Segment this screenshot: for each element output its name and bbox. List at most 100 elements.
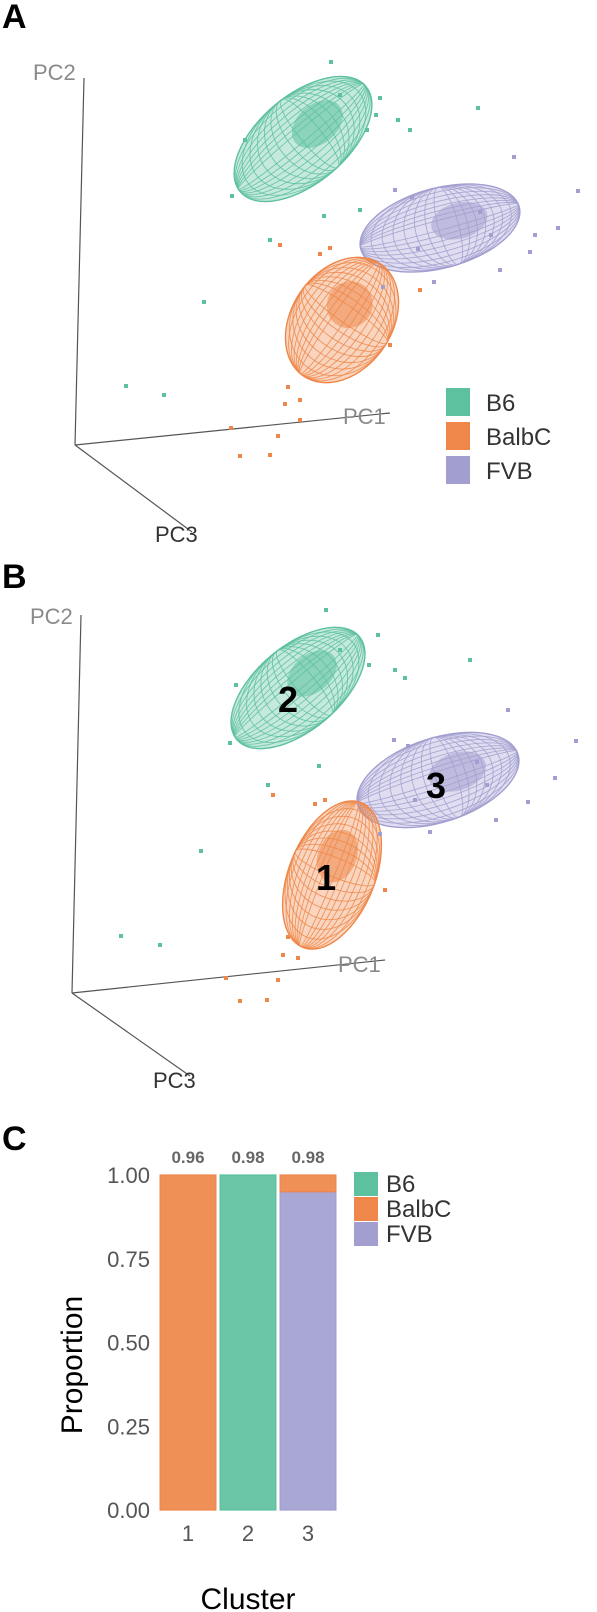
data-point — [506, 708, 510, 712]
data-point — [324, 608, 328, 612]
data-point — [498, 268, 502, 272]
pc3-axis-label: PC3 — [153, 1068, 196, 1093]
data-point — [124, 384, 128, 388]
data-point — [286, 385, 290, 389]
pc1-axis-label: PC1 — [338, 952, 381, 977]
data-point — [329, 60, 333, 64]
pc3-axis-line — [71, 992, 191, 1077]
data-point — [313, 802, 317, 806]
data-point — [318, 252, 322, 256]
data-point — [338, 93, 342, 97]
legend-label-balbc: BalbC — [386, 1196, 451, 1223]
data-point — [416, 247, 420, 251]
data-point — [478, 210, 482, 214]
legend-label-balbc: BalbC — [486, 424, 551, 451]
data-point — [512, 155, 516, 159]
data-point — [413, 798, 417, 802]
data-point — [229, 426, 233, 430]
bar-segment-b6-cluster-2 — [219, 1174, 277, 1511]
pc2-axis-label: PC2 — [33, 60, 76, 85]
data-point — [266, 783, 270, 787]
data-point — [556, 226, 560, 230]
data-point — [224, 976, 228, 980]
data-point — [202, 300, 206, 304]
data-point — [322, 214, 326, 218]
data-point — [381, 285, 385, 289]
panel-label-b: B — [2, 558, 27, 596]
points-balbc — [224, 793, 387, 1003]
data-point — [323, 798, 327, 802]
x-tick-label-2: 2 — [242, 1521, 254, 1546]
pc2-axis-label: PC2 — [30, 604, 73, 629]
pc2-axis-line — [74, 77, 85, 446]
legend-c: B6 BalbC FVB — [354, 1171, 451, 1248]
pc3-axis-line — [74, 444, 193, 533]
cluster-proportion-chart: 0.96 1 0.98 2 0.98 3 0.00 0.25 0.50 0.75 1.00 Pro… — [56, 1148, 451, 1612]
data-point — [298, 418, 302, 422]
data-point — [228, 741, 232, 745]
ellipsoid-fvb — [359, 183, 521, 273]
data-point — [268, 453, 272, 457]
points-fvb — [381, 155, 580, 289]
bar-value-label-2: 0.98 — [231, 1148, 264, 1167]
bar-segment-balbc-cluster-3 — [279, 1174, 337, 1193]
legend-swatch-fvb — [446, 456, 470, 484]
data-point — [393, 188, 397, 192]
data-point — [238, 999, 242, 1003]
legend-label-fvb: FVB — [486, 458, 533, 485]
x-tick-label-1: 1 — [182, 1521, 194, 1546]
data-point — [365, 128, 369, 132]
data-point — [576, 189, 580, 193]
data-point — [393, 668, 397, 672]
data-point — [298, 398, 302, 402]
pca-axes-b — [71, 614, 386, 1077]
cluster-number-3: 3 — [426, 765, 446, 806]
y-tick-label: 0.75 — [107, 1247, 150, 1272]
data-point — [276, 978, 280, 982]
x-axis-title: Cluster — [200, 1583, 295, 1612]
data-point — [403, 676, 407, 680]
data-point — [296, 956, 300, 960]
bar-value-label-1: 0.96 — [171, 1148, 204, 1167]
bar-segment-balbc-cluster-1 — [159, 1174, 217, 1511]
pca-plot-a: PC2 PC1 PC3 B6 BalbC FVB — [33, 60, 580, 547]
pca-plot-b: PC2 PC1 PC3 1 2 3 — [30, 604, 578, 1093]
y-axis-title: Proportion — [56, 1296, 89, 1434]
pc2-axis-line — [71, 614, 82, 994]
data-point — [358, 208, 362, 212]
data-point — [528, 250, 532, 254]
data-point — [271, 793, 275, 797]
data-point — [553, 776, 557, 780]
data-point — [367, 663, 371, 667]
data-point — [494, 818, 498, 822]
ellipsoid-b6 — [230, 626, 366, 750]
data-point — [276, 434, 280, 438]
data-point — [396, 118, 400, 122]
ellipsoid-fvb — [356, 731, 520, 829]
data-point — [432, 280, 436, 284]
points-fvb — [378, 708, 578, 836]
data-point — [468, 658, 472, 662]
data-point — [265, 998, 269, 1002]
data-point — [317, 764, 321, 768]
data-point — [286, 935, 290, 939]
data-point — [526, 800, 530, 804]
data-point — [378, 832, 382, 836]
data-point — [281, 953, 285, 957]
points-balbc — [229, 243, 422, 458]
bar-segment-fvb-cluster-3 — [279, 1191, 337, 1511]
cluster-number-1: 1 — [316, 857, 336, 898]
data-point — [283, 402, 287, 406]
data-point — [410, 195, 414, 199]
points-b6 — [124, 60, 480, 397]
data-point — [408, 128, 412, 132]
data-point — [489, 233, 493, 237]
data-point — [376, 633, 380, 637]
data-point — [533, 233, 537, 237]
data-point — [234, 683, 238, 687]
data-point — [238, 454, 242, 458]
pc1-axis-line — [71, 959, 386, 994]
legend-label-fvb: FVB — [386, 1221, 433, 1248]
data-point — [378, 96, 382, 100]
ellipsoid-b6 — [233, 75, 373, 203]
